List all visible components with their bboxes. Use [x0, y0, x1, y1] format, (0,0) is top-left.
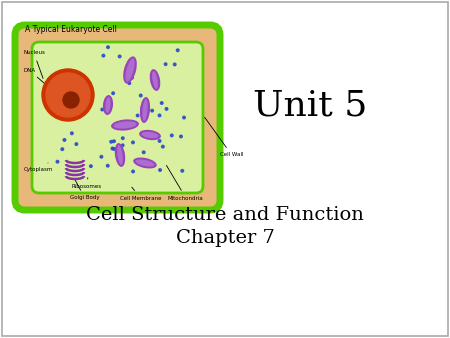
Ellipse shape	[126, 58, 135, 81]
Circle shape	[161, 102, 163, 104]
Ellipse shape	[139, 130, 161, 140]
Circle shape	[46, 73, 90, 117]
Ellipse shape	[136, 160, 154, 167]
Circle shape	[112, 92, 114, 95]
Circle shape	[130, 76, 133, 79]
Circle shape	[111, 147, 114, 150]
FancyBboxPatch shape	[2, 2, 448, 336]
Circle shape	[71, 132, 73, 135]
Circle shape	[136, 114, 139, 117]
Text: Cell Structure and Function: Cell Structure and Function	[86, 206, 364, 224]
Circle shape	[107, 165, 109, 167]
Circle shape	[162, 145, 164, 148]
Text: DNA: DNA	[23, 68, 58, 95]
Ellipse shape	[111, 119, 139, 130]
Circle shape	[113, 148, 116, 150]
Circle shape	[165, 107, 168, 110]
Ellipse shape	[152, 71, 158, 89]
Circle shape	[132, 141, 134, 144]
Circle shape	[158, 140, 161, 142]
Ellipse shape	[117, 145, 123, 165]
Ellipse shape	[150, 69, 160, 91]
Circle shape	[159, 169, 162, 171]
Circle shape	[164, 63, 167, 66]
Ellipse shape	[142, 99, 148, 121]
Text: Chapter 7: Chapter 7	[176, 229, 274, 247]
FancyBboxPatch shape	[15, 25, 220, 210]
Circle shape	[110, 141, 112, 143]
Text: A Typical Eukaryote Cell: A Typical Eukaryote Cell	[25, 25, 117, 34]
Circle shape	[61, 148, 63, 150]
Ellipse shape	[133, 158, 157, 168]
Text: Mitochondria: Mitochondria	[166, 165, 204, 200]
FancyBboxPatch shape	[32, 42, 203, 193]
Circle shape	[180, 135, 182, 138]
Circle shape	[141, 107, 144, 110]
Text: Golgi Body: Golgi Body	[70, 178, 99, 200]
Ellipse shape	[115, 143, 125, 167]
Circle shape	[108, 101, 110, 104]
Circle shape	[102, 54, 105, 57]
Ellipse shape	[105, 97, 111, 113]
Circle shape	[181, 169, 184, 172]
Circle shape	[63, 139, 66, 141]
Text: Unit 5: Unit 5	[253, 88, 367, 122]
Circle shape	[112, 140, 115, 143]
Circle shape	[154, 87, 157, 90]
Circle shape	[107, 46, 109, 48]
Circle shape	[100, 155, 103, 158]
Circle shape	[90, 165, 92, 167]
Ellipse shape	[140, 97, 150, 123]
Circle shape	[132, 170, 135, 173]
Text: Cell Wall: Cell Wall	[205, 117, 243, 158]
Ellipse shape	[123, 56, 137, 83]
Ellipse shape	[113, 121, 136, 129]
Text: Nucleus: Nucleus	[23, 50, 45, 78]
Circle shape	[158, 114, 161, 117]
Circle shape	[176, 49, 179, 52]
Circle shape	[151, 110, 153, 112]
Circle shape	[122, 144, 124, 147]
Text: Cytoplasm: Cytoplasm	[24, 163, 54, 172]
Circle shape	[183, 116, 185, 119]
Ellipse shape	[142, 132, 158, 138]
Circle shape	[173, 63, 176, 66]
Circle shape	[142, 151, 145, 153]
Circle shape	[118, 55, 121, 58]
Circle shape	[63, 92, 79, 108]
Circle shape	[122, 137, 124, 140]
Circle shape	[42, 69, 94, 121]
Circle shape	[171, 134, 173, 137]
Circle shape	[101, 108, 104, 111]
Ellipse shape	[103, 95, 113, 115]
Circle shape	[75, 143, 78, 145]
Text: Cell Membrane: Cell Membrane	[120, 187, 162, 200]
Circle shape	[56, 161, 59, 163]
Text: Ribosomes: Ribosomes	[72, 178, 102, 190]
Circle shape	[128, 82, 130, 84]
Circle shape	[140, 94, 142, 97]
